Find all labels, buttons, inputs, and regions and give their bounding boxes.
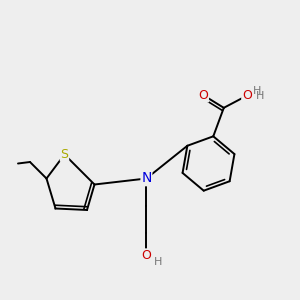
Text: N: N [141,172,152,185]
Text: O: O [242,89,252,102]
Text: H: H [256,91,265,100]
Text: O: O [199,89,208,102]
Text: H: H [253,86,261,96]
Text: O: O [142,249,151,262]
Text: S: S [61,148,68,161]
Text: H: H [154,256,163,267]
